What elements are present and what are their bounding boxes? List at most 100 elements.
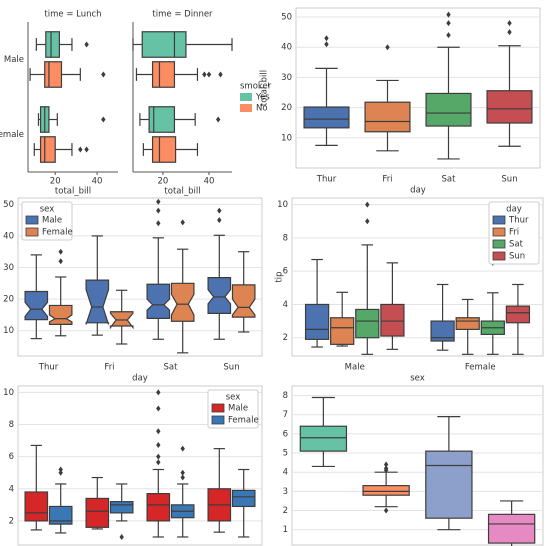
legend-swatch bbox=[211, 415, 225, 425]
flier bbox=[58, 258, 63, 265]
x-axis-label: day bbox=[132, 374, 148, 384]
flier bbox=[383, 461, 389, 468]
flier bbox=[324, 41, 329, 48]
legend-label: Female bbox=[228, 416, 259, 426]
flier bbox=[156, 441, 161, 448]
x-tick-label: 40 bbox=[92, 177, 103, 187]
box bbox=[45, 31, 60, 58]
y-tick-label: 4 bbox=[283, 468, 288, 478]
box bbox=[362, 485, 410, 496]
flier bbox=[446, 32, 451, 39]
flier bbox=[215, 116, 221, 123]
facet-title: time = Dinner bbox=[152, 10, 213, 20]
flier bbox=[217, 217, 222, 224]
x-tick-label: 40 bbox=[204, 177, 215, 187]
box bbox=[330, 317, 355, 345]
flier bbox=[156, 428, 161, 435]
box bbox=[48, 505, 73, 525]
legend-swatch bbox=[492, 215, 506, 225]
flier bbox=[156, 459, 161, 466]
flier bbox=[507, 20, 512, 27]
legend-swatch bbox=[492, 239, 506, 249]
x-tick-label: Male bbox=[345, 363, 365, 373]
flier bbox=[156, 453, 161, 460]
box bbox=[141, 31, 187, 58]
y-tick-label: 4 bbox=[9, 484, 14, 494]
flier bbox=[206, 71, 212, 78]
x-tick-label: Fri bbox=[104, 363, 114, 373]
y-tick-label: 3 bbox=[283, 487, 288, 497]
flier bbox=[78, 146, 83, 153]
legend-title: day bbox=[506, 205, 522, 215]
box bbox=[24, 290, 49, 321]
plot-area bbox=[295, 7, 541, 169]
y-tick-label: 40 bbox=[3, 231, 14, 241]
y-tick-label: 20 bbox=[3, 295, 14, 305]
flier bbox=[84, 41, 89, 48]
box bbox=[425, 92, 472, 127]
flier bbox=[101, 71, 106, 78]
flier bbox=[156, 198, 161, 205]
y-tick-label: 10 bbox=[3, 326, 14, 336]
flier bbox=[385, 44, 390, 51]
box bbox=[303, 106, 350, 129]
box bbox=[146, 493, 171, 522]
legend-label: No bbox=[256, 104, 268, 114]
x-axis-label: total_bill bbox=[55, 187, 91, 197]
x-tick-label: 20 bbox=[158, 177, 169, 187]
box bbox=[487, 513, 536, 544]
y-tick-label: 7 bbox=[283, 410, 288, 420]
x-tick-label: Sun bbox=[501, 175, 517, 185]
legend-title: sex bbox=[40, 205, 55, 215]
flier bbox=[365, 218, 370, 225]
y-tick-label: 20 bbox=[281, 103, 292, 113]
flier bbox=[180, 219, 185, 226]
legend-label: Male bbox=[228, 404, 248, 414]
y-tick-label: 4 bbox=[283, 300, 288, 310]
flier bbox=[180, 474, 185, 481]
flier bbox=[217, 207, 222, 214]
box bbox=[39, 136, 56, 163]
box bbox=[364, 101, 411, 133]
panel: 10 20 30 40 50 Thur Fri Sat Sun day total_bill bbox=[260, 7, 541, 196]
box bbox=[231, 489, 256, 508]
box bbox=[24, 491, 49, 522]
x-tick-label: Female bbox=[465, 363, 496, 373]
box bbox=[151, 136, 177, 163]
y-tick-label: 40 bbox=[281, 43, 292, 53]
box bbox=[430, 320, 455, 342]
flier bbox=[446, 11, 451, 18]
y-tick-label: 30 bbox=[3, 263, 14, 273]
flier bbox=[58, 469, 63, 476]
flier bbox=[218, 71, 223, 78]
y-tick-label: 10 bbox=[3, 388, 14, 398]
flier bbox=[383, 465, 389, 472]
flier bbox=[383, 507, 389, 514]
legend-swatch bbox=[25, 215, 39, 225]
legend-label: Thur bbox=[508, 216, 529, 226]
flier bbox=[58, 466, 63, 473]
flier bbox=[324, 35, 329, 42]
x-tick-label: Sat bbox=[442, 175, 457, 185]
flier bbox=[156, 207, 161, 214]
facet-title: time = Lunch bbox=[44, 10, 101, 20]
y-tick-label: 6 bbox=[283, 267, 288, 277]
legend-label: Male bbox=[42, 216, 62, 226]
box bbox=[146, 283, 171, 319]
flier bbox=[202, 71, 207, 78]
box bbox=[207, 277, 232, 314]
box bbox=[355, 308, 380, 339]
x-tick-label: Fri bbox=[382, 175, 392, 185]
legend-label: Fri bbox=[509, 228, 519, 238]
flier bbox=[84, 146, 89, 153]
box bbox=[380, 303, 405, 337]
y-tick-label: Female bbox=[0, 130, 24, 140]
flier bbox=[365, 201, 370, 208]
box bbox=[455, 317, 480, 330]
y-tick-label: 50 bbox=[281, 13, 292, 23]
box bbox=[148, 106, 176, 133]
box bbox=[151, 61, 176, 88]
box bbox=[44, 61, 63, 88]
